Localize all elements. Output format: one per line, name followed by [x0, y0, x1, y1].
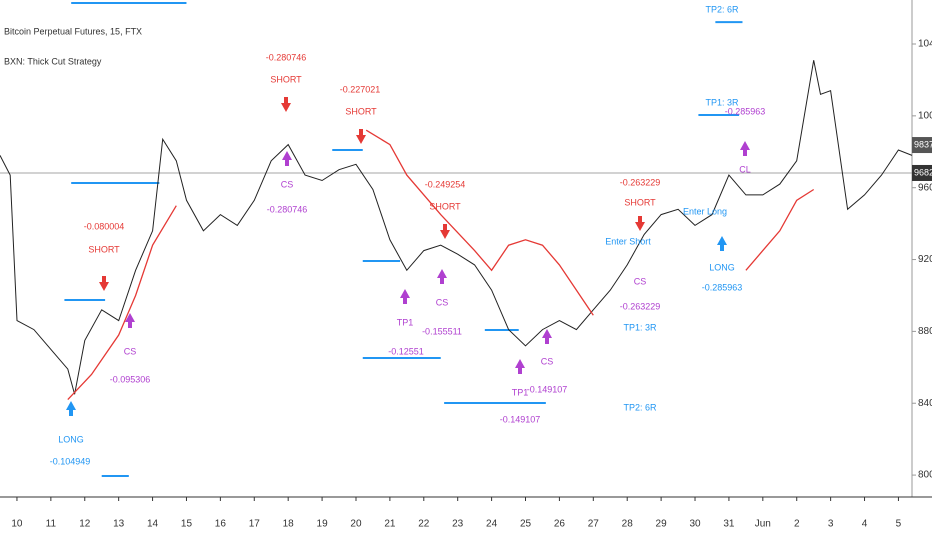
annotation: -0.285963: [702, 282, 743, 292]
arrow: [440, 224, 450, 239]
annotation: -0.104949: [50, 456, 91, 466]
y-tick-label: 9200.0: [918, 254, 932, 265]
price-label-box: [912, 164, 932, 181]
annotation: CS: [281, 179, 294, 189]
price-label: 9682.0: [914, 167, 932, 177]
x-tick-label: 22: [418, 519, 430, 530]
price-line: [0, 60, 913, 395]
arrow: [125, 313, 135, 328]
price-label-box: [912, 137, 932, 154]
arrow: [282, 151, 292, 166]
x-tick-label: 4: [862, 519, 868, 530]
annotation: TP2: 6R: [705, 4, 739, 14]
annotation: -0.285963: [725, 106, 766, 116]
x-tick-label: 19: [317, 519, 329, 530]
annotation: SHORT: [429, 201, 461, 211]
annotation: -0.149107: [527, 384, 568, 394]
x-tick-label: 2: [794, 519, 800, 530]
annotation: -0.12551: [388, 346, 424, 356]
x-tick-label: 13: [113, 519, 125, 530]
x-tick-label: 5: [896, 519, 902, 530]
y-tick-label: 10400.0: [918, 39, 932, 50]
annotation: CS: [541, 356, 554, 366]
x-tick-label: Jun: [755, 519, 771, 530]
annotation: -0.280746: [267, 204, 308, 214]
x-tick-label: 17: [249, 519, 261, 530]
y-tick-label: 8000.0: [918, 470, 932, 481]
annotation: -0.149107: [500, 414, 541, 424]
annotation: SHORT: [270, 74, 302, 84]
x-tick-label: 21: [384, 519, 396, 530]
annotation: CS: [124, 346, 137, 356]
annotation: Enter Short: [605, 236, 651, 246]
annotation: CS: [436, 297, 449, 307]
x-tick-label: 20: [350, 519, 362, 530]
x-tick-label: 18: [283, 519, 295, 530]
arrow: [356, 129, 366, 144]
y-tick-label: 8400.0: [918, 398, 932, 409]
y-tick-label: 10000.0: [918, 110, 932, 121]
arrow: [515, 359, 525, 374]
x-tick-label: 14: [147, 519, 159, 530]
chart-title: Bitcoin Perpetual Futures, 15, FTX: [4, 26, 142, 36]
annotation: TP1: 3R: [623, 322, 657, 332]
x-tick-label: 30: [689, 519, 701, 530]
annotation: CL: [739, 164, 751, 174]
x-tick-label: 24: [486, 519, 498, 530]
x-tick-label: 11: [46, 519, 57, 530]
arrow: [740, 141, 750, 156]
x-tick-label: 23: [452, 519, 464, 530]
x-tick-label: 29: [656, 519, 668, 530]
arrow: [400, 289, 410, 304]
annotation: -0.263229: [620, 177, 661, 187]
annotation: -0.155511: [422, 326, 462, 336]
x-tick-label: 28: [622, 519, 634, 530]
annotation: Enter Long: [683, 206, 727, 216]
stop-line: [67, 129, 815, 401]
annotation: LONG: [58, 434, 84, 444]
annotation: LONG: [709, 262, 735, 272]
x-tick-label: 31: [723, 519, 735, 530]
annotation: TP1: [397, 317, 414, 327]
annotation: -0.280746: [266, 52, 307, 62]
annotation: -0.227021: [340, 84, 381, 94]
annotation: -0.249254: [425, 179, 466, 189]
annotation: SHORT: [345, 106, 377, 116]
annotation: SHORT: [88, 244, 120, 254]
annotation: -0.263229: [620, 301, 661, 311]
x-tick-label: 26: [554, 519, 566, 530]
annotation: CS: [634, 276, 647, 286]
price-label: 9837.5: [914, 139, 932, 149]
annotation: TP1: [512, 387, 529, 397]
arrow: [66, 401, 76, 416]
x-tick-label: 27: [588, 519, 600, 530]
annotation: TP1: 3R: [705, 97, 739, 107]
annotation: -0.095306: [110, 374, 151, 384]
x-tick-label: 3: [828, 519, 834, 530]
chart-subtitle: BXN: Thick Cut Strategy: [4, 56, 102, 66]
x-tick-label: 12: [79, 519, 91, 530]
arrow: [99, 276, 109, 291]
x-tick-label: 16: [215, 519, 227, 530]
annotation: TP2: 6R: [623, 402, 657, 412]
arrow: [281, 97, 291, 112]
arrow: [437, 269, 447, 284]
annotation: SHORT: [624, 197, 656, 207]
arrow: [635, 216, 645, 231]
x-tick-label: 10: [11, 519, 23, 530]
y-tick-label: 8800.0: [918, 326, 932, 337]
y-tick-label: 9600.0: [918, 182, 932, 193]
arrow: [717, 236, 727, 251]
x-tick-label: 25: [520, 519, 532, 530]
x-tick-label: 15: [181, 519, 193, 530]
arrow: [542, 329, 552, 344]
annotation: -0.080004: [84, 221, 125, 231]
